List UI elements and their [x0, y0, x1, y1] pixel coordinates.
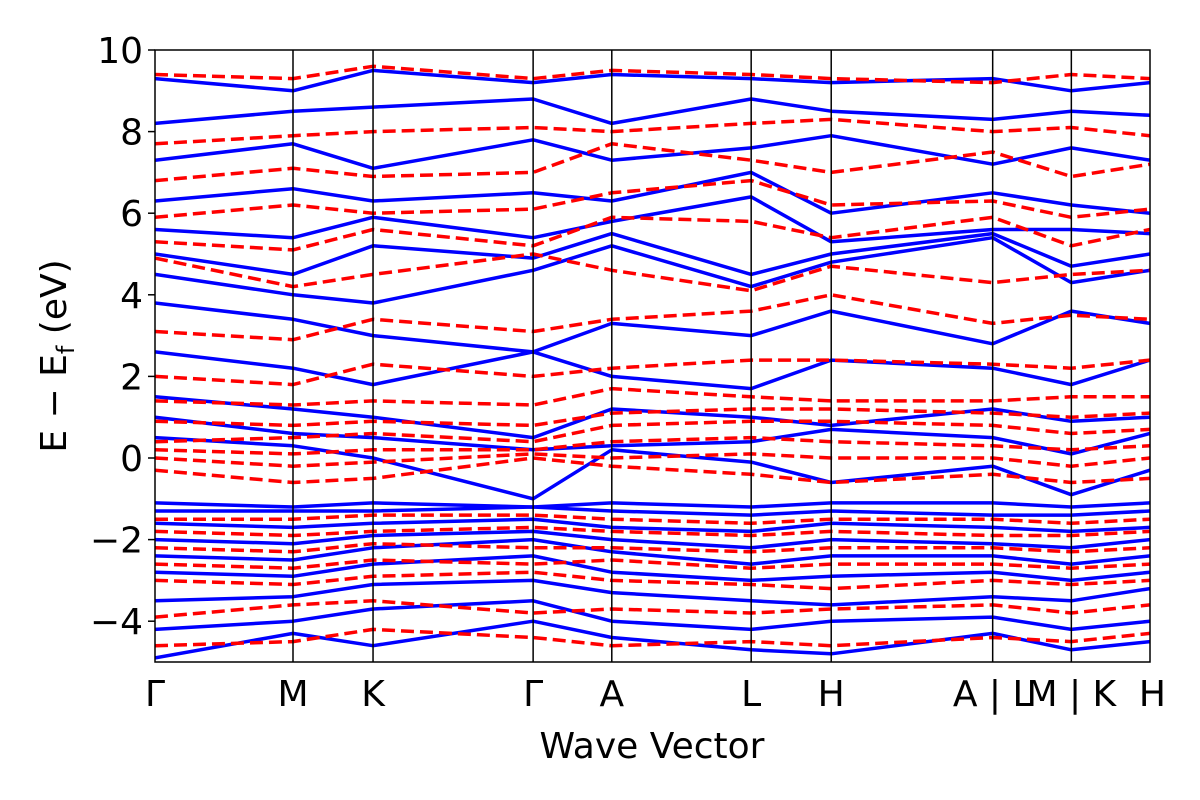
- band-line-36: [155, 252, 1150, 293]
- band-line-23: [155, 570, 1150, 591]
- x-tick-label-8: M | K: [1026, 674, 1117, 715]
- band-line-8: [155, 501, 1150, 509]
- band-line-17: [155, 170, 1150, 215]
- x-tick-label-0: Γ: [145, 674, 165, 715]
- band-line-39: [155, 142, 1150, 183]
- x-axis-title: Wave Vector: [540, 726, 765, 767]
- kpoint-lines: [292, 50, 1073, 662]
- band-line-37: [155, 215, 1150, 252]
- band-line-27: [155, 513, 1150, 526]
- x-tick-label-5: L: [741, 674, 761, 715]
- band-line-14: [155, 235, 1150, 305]
- band-lines: [155, 64, 1150, 660]
- x-tick-label-3: Γ: [523, 674, 543, 715]
- band-line-4: [155, 537, 1150, 566]
- band-line-16: [155, 195, 1150, 244]
- band-line-18: [155, 133, 1150, 171]
- band-line-3: [155, 554, 1150, 583]
- band-line-24: [155, 558, 1150, 570]
- x-tick-label-9: H: [1139, 674, 1166, 715]
- band-line-0: [155, 619, 1150, 660]
- band-line-20: [155, 68, 1150, 93]
- y-tick-label-0: −4: [90, 602, 143, 643]
- y-tick-label-2: 0: [120, 439, 143, 480]
- y-axis-title-unit: (eV): [34, 259, 75, 345]
- band-line-41: [155, 64, 1150, 85]
- band-line-15: [155, 231, 1150, 277]
- band-line-2: [155, 578, 1150, 607]
- band-line-38: [155, 178, 1150, 220]
- x-tick-label-6: H: [818, 674, 845, 715]
- y-tick-label-6: 8: [120, 113, 143, 154]
- band-line-5: [155, 529, 1150, 550]
- band-line-11: [155, 395, 1150, 440]
- x-tick-label-7: A | L: [953, 674, 1033, 715]
- band-line-6: [155, 517, 1150, 534]
- y-tick-label-3: 2: [120, 357, 143, 398]
- band-line-28: [155, 456, 1150, 485]
- band-line-12: [155, 350, 1150, 391]
- x-tick-label-1: M: [277, 674, 308, 715]
- band-line-30: [155, 435, 1150, 456]
- band-line-31: [155, 419, 1150, 444]
- y-axis-title: E − Ef (eV): [34, 259, 80, 452]
- x-axis: Γ M K Γ A L H A | LM | K H: [145, 674, 1166, 715]
- y-axis: −4 −2 0 2 4 6 8 10: [90, 31, 155, 643]
- band-line-40: [155, 117, 1150, 146]
- band-line-29: [155, 452, 1150, 468]
- band-line-13: [155, 301, 1150, 354]
- x-tick-label-4: A: [599, 674, 624, 715]
- band-line-19: [155, 97, 1150, 126]
- x-tick-label-2: K: [361, 674, 386, 715]
- band-line-7: [155, 505, 1150, 517]
- band-line-25: [155, 541, 1150, 554]
- band-line-26: [155, 525, 1150, 538]
- band-line-22: [155, 599, 1150, 619]
- y-tick-label-4: 4: [120, 276, 143, 317]
- band-line-35: [155, 293, 1150, 342]
- band-line-34: [155, 358, 1150, 387]
- band-line-33: [155, 386, 1150, 407]
- y-axis-title-sub: f: [52, 345, 80, 354]
- y-tick-label-5: 6: [120, 194, 143, 235]
- band-line-21: [155, 627, 1150, 648]
- y-tick-label-1: −2: [90, 521, 143, 562]
- band-line-32: [155, 407, 1150, 428]
- y-axis-title-main: E − E: [34, 354, 75, 453]
- y-tick-label-7: 10: [97, 31, 143, 72]
- plot-frame: [154, 49, 1151, 663]
- band-line-1: [155, 599, 1150, 632]
